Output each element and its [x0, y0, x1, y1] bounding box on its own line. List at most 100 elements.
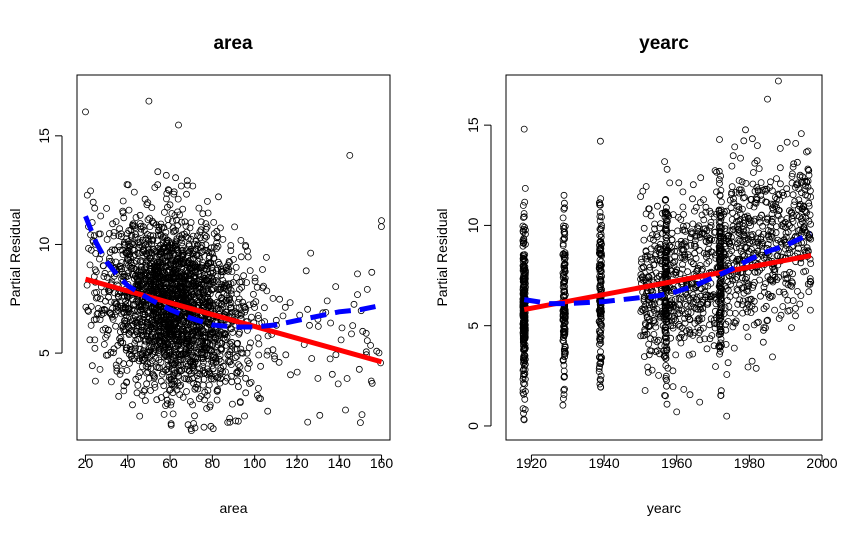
- y-tick-label: 5: [36, 349, 52, 357]
- residual-point: [210, 218, 218, 226]
- residual-point: [224, 351, 232, 359]
- residual-point: [715, 176, 723, 184]
- residual-point: [373, 347, 381, 355]
- residual-point: [217, 367, 225, 375]
- residual-point: [86, 261, 94, 269]
- residual-point: [236, 399, 244, 407]
- residual-point: [162, 351, 170, 359]
- residual-point: [237, 370, 244, 377]
- residual-point: [234, 298, 242, 306]
- residual-point: [169, 410, 177, 418]
- residual-point: [177, 351, 185, 359]
- residual-point: [642, 210, 650, 218]
- residual-point: [699, 298, 707, 306]
- residual-point: [782, 229, 790, 237]
- residual-point: [731, 319, 739, 327]
- residual-point: [94, 304, 102, 312]
- residual-point: [699, 265, 706, 273]
- residual-point: [784, 296, 792, 304]
- residual-point: [735, 203, 743, 211]
- residual-point: [520, 125, 528, 133]
- residual-point: [108, 311, 115, 319]
- residual-point: [715, 167, 723, 175]
- residual-point: [199, 247, 207, 255]
- residual-point: [597, 277, 605, 285]
- residual-point: [717, 330, 724, 338]
- residual-point: [739, 274, 746, 282]
- residual-point: [698, 211, 706, 219]
- residual-point: [692, 204, 700, 211]
- residual-point: [129, 317, 137, 325]
- residual-point: [752, 199, 760, 207]
- residual-point: [190, 262, 198, 270]
- residual-point: [244, 357, 252, 365]
- residual-point: [175, 284, 183, 292]
- residual-point: [520, 234, 528, 242]
- residual-point: [520, 373, 527, 381]
- residual-point: [225, 358, 233, 366]
- residual-point: [157, 331, 165, 339]
- residual-point: [723, 256, 730, 264]
- residual-point: [778, 222, 786, 230]
- residual-point: [140, 278, 148, 286]
- residual-point: [234, 383, 242, 391]
- residual-point: [124, 262, 132, 270]
- residual-point: [697, 174, 705, 182]
- residual-point: [111, 299, 119, 306]
- residual-point: [716, 308, 724, 316]
- residual-point: [144, 284, 151, 292]
- residual-point: [269, 294, 277, 302]
- residual-point: [668, 317, 675, 325]
- residual-point: [216, 285, 224, 293]
- residual-point: [733, 255, 741, 263]
- residual-point: [652, 348, 660, 356]
- residual-point: [161, 233, 169, 241]
- residual-point: [170, 266, 178, 274]
- residual-point: [264, 407, 272, 415]
- residual-point: [707, 315, 715, 323]
- residual-point: [668, 229, 676, 237]
- residual-point: [721, 208, 728, 216]
- residual-point: [165, 386, 173, 394]
- residual-point: [153, 237, 161, 245]
- residual-point: [721, 222, 729, 229]
- residual-point: [216, 224, 224, 232]
- residual-point: [521, 355, 529, 363]
- residual-point: [521, 266, 529, 274]
- residual-point: [166, 252, 174, 260]
- residual-point: [157, 278, 165, 286]
- residual-point: [702, 238, 710, 246]
- residual-point: [726, 309, 734, 317]
- residual-point: [178, 231, 186, 239]
- residual-point: [641, 253, 649, 261]
- residual-point: [787, 281, 794, 289]
- residual-point: [164, 323, 172, 331]
- residual-point: [520, 213, 528, 221]
- residual-point: [724, 317, 732, 325]
- residual-point: [777, 180, 784, 188]
- x-tick-label: 20: [78, 455, 94, 471]
- residual-point: [637, 193, 644, 201]
- residual-point: [346, 151, 354, 159]
- residual-point: [132, 375, 140, 383]
- residual-point: [172, 174, 180, 182]
- residual-point: [806, 231, 814, 239]
- residual-point: [113, 367, 121, 375]
- residual-point: [737, 154, 744, 162]
- residual-point: [598, 221, 605, 229]
- residual-point: [671, 253, 679, 260]
- residual-point: [143, 201, 151, 209]
- residual-point: [691, 329, 699, 336]
- residual-point: [519, 389, 527, 397]
- residual-point: [375, 349, 383, 357]
- residual-point: [783, 138, 791, 146]
- residual-point: [722, 282, 729, 290]
- residual-point: [203, 197, 211, 205]
- residual-point: [672, 268, 680, 276]
- residual-point: [663, 204, 670, 212]
- residual-point: [115, 232, 123, 240]
- residual-point: [112, 218, 120, 226]
- residual-point: [717, 186, 725, 194]
- residual-point: [255, 314, 262, 322]
- residual-point: [102, 297, 109, 305]
